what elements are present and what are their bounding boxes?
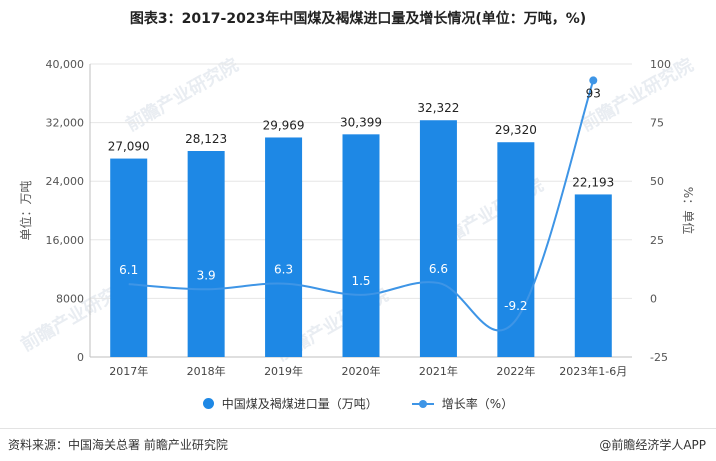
legend-item-growth: 增长率（%） [411, 395, 514, 412]
x-tick-label: 2018年 [187, 364, 226, 378]
bar-import-6 [574, 194, 612, 357]
growth-value-label: 1.5 [351, 274, 370, 288]
y-tick-label: 16,000 [46, 234, 85, 247]
growth-point [589, 76, 598, 85]
chart-plot: 前瞻产业研究院前瞻产业研究院前瞻产业研究院前瞻产业研究院前瞻产业研究院08000… [17, 54, 697, 378]
bar-import-0 [110, 158, 148, 357]
growth-value-label: 3.9 [197, 268, 216, 282]
watermark-text: 前瞻产业研究院 [122, 54, 242, 136]
bar-value-label: 29,969 [263, 118, 305, 132]
growth-value-label: -9.2 [504, 299, 527, 313]
y2-tick-label: 0 [650, 292, 657, 305]
y2-tick-label: -25 [650, 351, 668, 364]
bar-import-5 [497, 142, 535, 357]
y-tick-label: 40,000 [46, 58, 85, 71]
y2-axis-title: %：单位 [681, 187, 696, 234]
legend-line-swatch [411, 398, 434, 410]
x-tick-label: 2019年 [264, 364, 303, 378]
bar-import-3 [342, 134, 380, 357]
y2-tick-label: 50 [650, 175, 664, 188]
bar-value-label: 28,123 [185, 132, 227, 146]
growth-value-label: 93 [586, 86, 601, 100]
legend-item-import: 中国煤及褐煤进口量（万吨） [202, 395, 378, 412]
y-tick-label: 0 [77, 351, 84, 364]
y2-tick-label: 75 [650, 117, 664, 130]
brand-mark: @前瞻经济学人APP [599, 438, 706, 452]
x-tick-label: 2020年 [342, 364, 381, 378]
source-note: 资料来源：中国海关总署 前瞻产业研究院 [8, 438, 228, 452]
x-tick-label: 2017年 [109, 364, 148, 378]
bar-value-label: 29,320 [495, 123, 537, 137]
y2-tick-label: 25 [650, 234, 664, 247]
bar-value-label: 32,322 [417, 101, 459, 115]
x-tick-label: 2022年 [496, 364, 535, 378]
legend-label-import: 中国煤及褐煤进口量（万吨） [221, 397, 378, 411]
growth-rate-line [128, 80, 595, 332]
bar-import-1 [187, 150, 225, 357]
growth-value-label: 6.3 [274, 263, 293, 277]
bar-import-2 [265, 137, 303, 357]
y-tick-label: 32,000 [46, 117, 85, 130]
bar-value-label: 30,399 [340, 115, 382, 129]
y2-tick-label: 100 [650, 58, 671, 71]
legend-label-growth: 增长率（%） [441, 397, 514, 411]
legend-bar-swatch [202, 398, 214, 409]
y-tick-label: 8000 [56, 292, 84, 305]
y-tick-label: 24,000 [46, 175, 85, 188]
y-axis-title: 单位：万吨 [18, 180, 33, 240]
x-tick-label: 2023年1-6月 [559, 364, 627, 378]
chart-legend: 中国煤及褐煤进口量（万吨） 增长率（%） [0, 395, 716, 412]
growth-value-label: 6.6 [429, 262, 448, 276]
chart-title: 图表3：2017-2023年中国煤及褐煤进口量及增长情况(单位：万吨，%) [129, 11, 587, 27]
growth-value-label: 6.1 [119, 263, 138, 277]
bar-value-label: 22,193 [572, 175, 614, 189]
footer: 资料来源：中国海关总署 前瞻产业研究院 @前瞻经济学人APP [0, 428, 716, 461]
bar-value-label: 27,090 [108, 140, 150, 154]
bar-import-4 [419, 120, 457, 357]
x-tick-label: 2021年 [419, 364, 458, 378]
